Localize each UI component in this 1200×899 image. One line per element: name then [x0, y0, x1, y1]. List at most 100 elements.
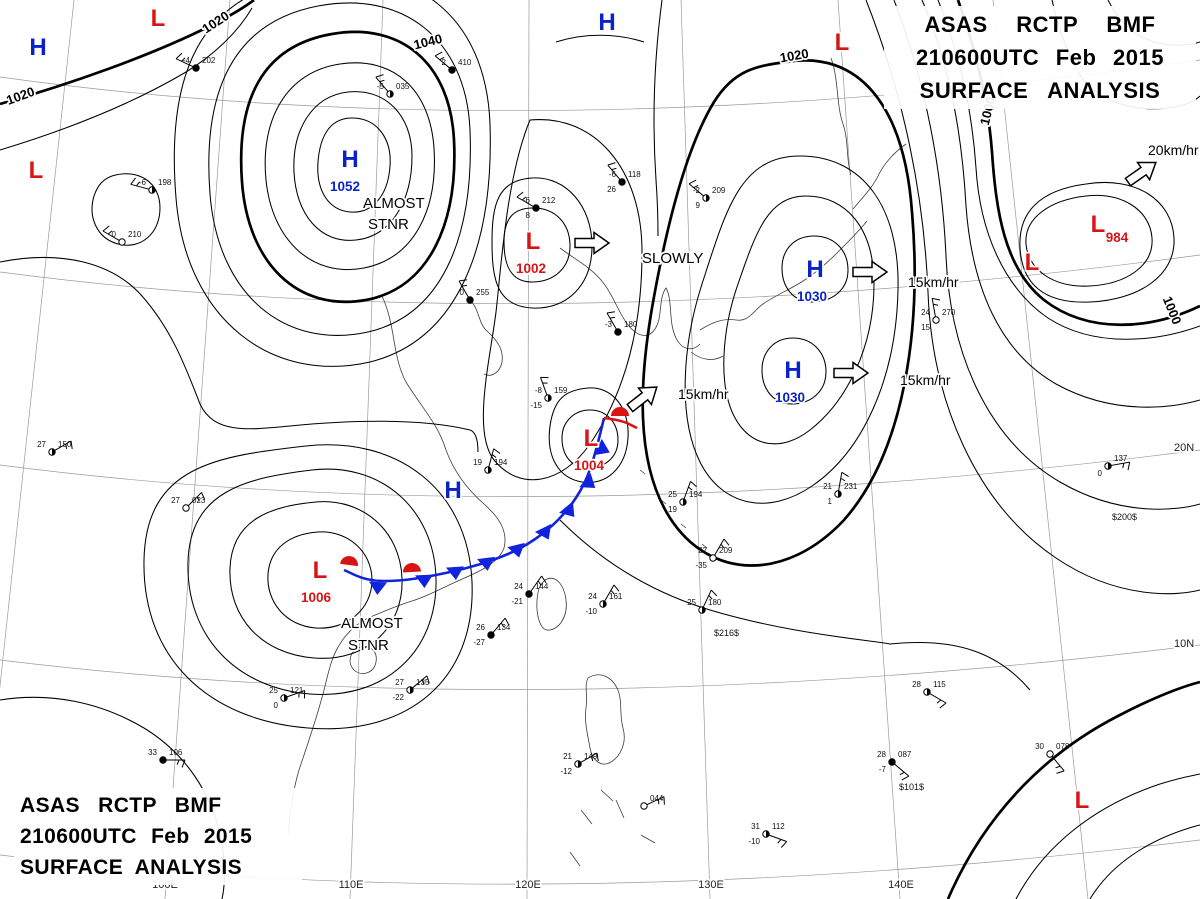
cloud-cover-circle	[182, 504, 190, 512]
wind-barb-tick	[720, 543, 725, 549]
movement-arrow-icon	[574, 231, 611, 255]
isobar-line	[555, 34, 645, 43]
graticule-line	[680, 0, 711, 899]
wind-barb-tick	[606, 311, 615, 314]
wind-barb-tick	[939, 702, 947, 709]
wind-barb-tick	[780, 841, 788, 848]
cloud-cover-circle	[640, 802, 648, 810]
chart-title-top-right: ASAS RCTP BMF 210600UTC Feb 2015 SURFACE…	[884, 6, 1196, 109]
center-pressure-value: 1002	[516, 261, 546, 276]
cloud-cover-half	[578, 760, 582, 768]
wind-barb-tick	[181, 759, 186, 768]
station-pressure: 194	[689, 490, 703, 499]
isobar-line	[684, 155, 899, 504]
coastline	[830, 57, 852, 176]
station-dewpoint: 0	[274, 701, 279, 710]
station-pressure: 134	[497, 623, 511, 632]
station-dewpoint: -21	[511, 597, 523, 606]
station-pressure: 023	[192, 496, 206, 505]
warm-front-line	[603, 416, 638, 430]
cloud-cover-circle	[709, 554, 717, 562]
station-plot: 31 112 -10	[748, 822, 788, 848]
isobar-line	[317, 117, 391, 213]
graticule-line	[164, 0, 231, 899]
longitude-label: 140E	[888, 879, 914, 891]
station-pressure: 161	[609, 592, 623, 601]
station-dewpoint: -15	[530, 401, 542, 410]
station-temperature: -6	[523, 196, 531, 205]
station-temperature: -6	[139, 178, 147, 187]
wind-barb-tick	[611, 167, 617, 171]
station-temperature: 26	[476, 623, 485, 632]
isobar-value-label: 1040	[412, 31, 444, 53]
isobar-line	[781, 235, 849, 303]
station-temperature: 27	[37, 440, 46, 449]
isobar-line	[723, 195, 875, 445]
isobar-line	[641, 59, 916, 567]
high-center-letter: H	[806, 256, 823, 283]
station-dewpoint: 8	[526, 211, 531, 220]
wind-barb-tick	[107, 230, 113, 235]
cloud-cover-circle	[192, 64, 200, 72]
wind-barb-tick	[596, 752, 599, 761]
station-pressure: 210	[128, 230, 142, 239]
cold-front-line	[343, 417, 606, 583]
longitude-label: 130E	[698, 879, 724, 891]
movement-annotation: 20km/hr	[1148, 142, 1199, 158]
wind-barb-shaft	[688, 183, 704, 197]
cloud-cover-half	[603, 600, 607, 608]
isobar-line	[239, 30, 456, 304]
isobar-line	[1025, 194, 1153, 287]
station-plot: 25 194 19	[668, 480, 703, 514]
station-temperature: 24	[514, 582, 523, 591]
wind-barb-tick	[610, 589, 615, 595]
cloud-cover-circle	[618, 178, 626, 186]
station-dewpoint: -27	[473, 638, 485, 647]
graticule-line	[526, 0, 530, 899]
station-plot: 30 078	[1035, 742, 1070, 774]
cloud-cover-half	[152, 186, 156, 194]
station-dewpoint: 0	[1098, 469, 1103, 478]
station-pressure: 202	[202, 56, 216, 65]
station-pressure: 180	[624, 320, 638, 329]
wind-barb-shaft	[102, 230, 120, 241]
wind-barb-tick	[491, 454, 497, 458]
isobar-line	[208, 2, 471, 336]
wind-barb-shaft	[434, 55, 450, 69]
station-plot: 0 210	[102, 225, 142, 246]
wind-barb-tick	[723, 538, 730, 546]
cloud-cover-half	[706, 194, 710, 202]
station-plot: -6 198	[130, 177, 172, 194]
wind-barb-tick	[504, 617, 510, 626]
cloud-cover-circle	[159, 756, 167, 764]
station-temperature: 25	[668, 490, 677, 499]
wind-barb-tick	[458, 279, 467, 282]
isobar-line	[173, 0, 491, 367]
wind-barb-shaft	[894, 763, 910, 777]
station-pressure: 270	[942, 308, 956, 317]
cloud-cover-half	[52, 448, 56, 456]
graticule-line	[0, 0, 75, 690]
station-temperature: -5	[377, 82, 385, 91]
isobar-line	[0, 0, 255, 106]
wind-barb-tick	[1122, 463, 1125, 469]
station-temperature: 21	[563, 752, 572, 761]
title-line-datetime: 210600UTC Feb 2015	[20, 825, 253, 848]
wind-barb-shaft	[530, 575, 543, 592]
coastline	[469, 299, 503, 376]
front-semicircle-pip	[340, 556, 358, 567]
front-triangle-pip	[534, 524, 552, 540]
wind-barb-tick	[201, 492, 206, 500]
movement-annotation: STNR	[348, 637, 389, 654]
center-pressure-value: 1030	[797, 289, 827, 304]
station-temperature: 27	[171, 496, 180, 505]
isobar-line	[91, 173, 161, 246]
wind-barb-tick	[708, 595, 713, 600]
low-center-letter: L	[526, 228, 541, 255]
station-pressure: 035	[396, 82, 410, 91]
center-pressure-value: 1030	[775, 390, 805, 405]
station-pressure: 209	[712, 186, 726, 195]
cloud-cover-circle	[1046, 750, 1054, 758]
